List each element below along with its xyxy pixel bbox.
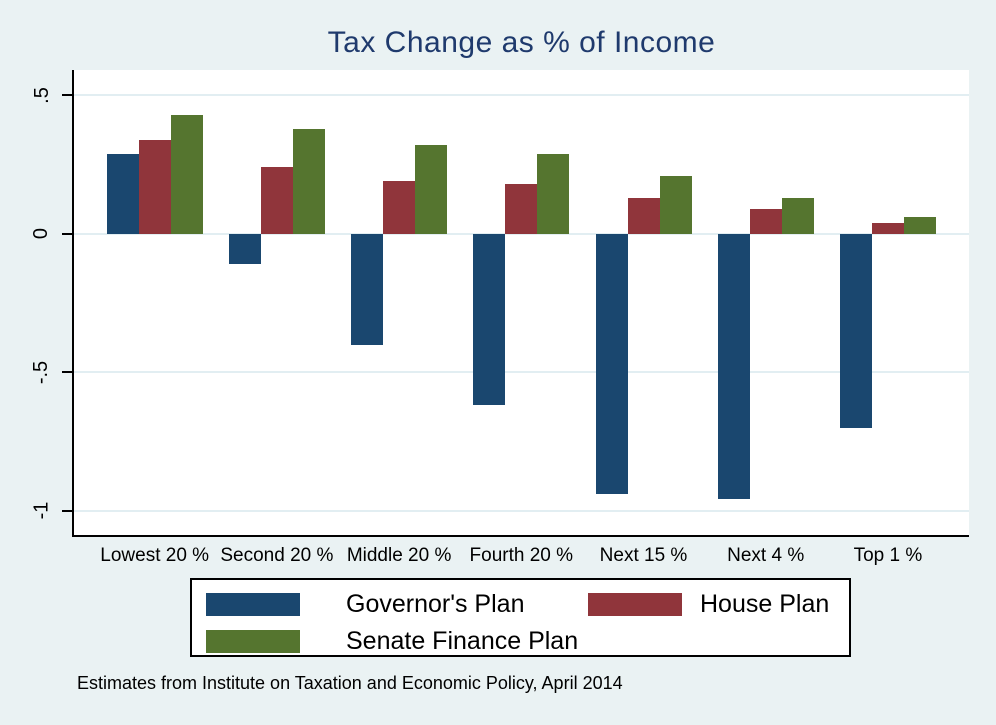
chart-title: Tax Change as % of Income [327, 26, 716, 59]
bar-house-plan-next-15- [627, 197, 660, 234]
gridline-y-.5 [74, 94, 969, 97]
y-tick-label-text: -.5 [30, 360, 53, 384]
bar-house-plan-lowest-20- [138, 139, 171, 234]
bar-house-plan-middle-20- [383, 181, 416, 234]
bar-house-plan-fourth-20- [505, 184, 538, 234]
bar-governor-s-plan-next-15- [595, 233, 628, 494]
legend-swatch-governor-s-plan [206, 593, 300, 616]
y-tick-label: -.5 [24, 340, 60, 404]
bar-senate-finance-plan-second-20- [292, 128, 325, 234]
bar-senate-finance-plan-next-4- [781, 197, 814, 234]
y-axis-line [72, 70, 74, 537]
y-axis-tick [62, 232, 72, 235]
x-category-label: Fourth 20 % [469, 545, 574, 566]
x-category-label: Next 15 % [599, 545, 688, 566]
bar-house-plan-next-4- [749, 208, 782, 234]
y-tick-label-text: 0 [30, 228, 53, 240]
chart-note: Estimates from Institute on Taxation and… [77, 673, 623, 693]
x-axis-line [72, 535, 969, 537]
bar-governor-s-plan-fourth-20- [473, 233, 506, 406]
y-tick-label-text: .5 [30, 87, 53, 104]
x-category-label: Lowest 20 % [100, 545, 210, 566]
y-axis-tick [62, 509, 72, 512]
bar-house-plan-second-20- [260, 167, 293, 234]
y-tick-label-text: -1 [30, 501, 53, 520]
y-tick-label: -1 [24, 479, 60, 543]
bar-house-plan-top-1- [871, 222, 904, 234]
y-tick-label: 0 [24, 202, 60, 266]
bar-governor-s-plan-next-4- [717, 233, 750, 500]
legend: Governor's Plan House Plan Senate Finance … [190, 578, 851, 657]
bar-senate-finance-plan-middle-20- [415, 145, 448, 234]
bar-governor-s-plan-top-1- [839, 233, 872, 428]
gridline-y-0 [74, 232, 969, 235]
legend-label: Senate Finance Plan [346, 627, 579, 655]
gridline-y--1 [74, 509, 969, 512]
bar-senate-finance-plan-top-1- [903, 217, 936, 234]
gridline-y--.5 [74, 371, 969, 374]
bar-governor-s-plan-lowest-20- [106, 153, 139, 234]
legend-swatch-house-plan [588, 593, 682, 616]
bar-senate-finance-plan-next-15- [659, 175, 692, 234]
y-axis-tick [62, 371, 72, 374]
y-tick-label: .5 [24, 63, 60, 127]
bar-senate-finance-plan-lowest-20- [170, 114, 203, 234]
x-category-label: Top 1 % [853, 545, 923, 566]
bar-governor-s-plan-middle-20- [351, 233, 384, 345]
legend-label: House Plan [700, 590, 830, 618]
x-category-label: Next 4 % [727, 545, 805, 566]
x-category-label: Middle 20 % [346, 545, 452, 566]
legend-label: Governor's Plan [346, 590, 525, 618]
bar-senate-finance-plan-fourth-20- [537, 153, 570, 234]
legend-swatch-senate-finance-plan [206, 630, 300, 653]
plot-area [74, 70, 969, 536]
x-category-label: Second 20 % [220, 545, 334, 566]
y-axis-tick [62, 94, 72, 97]
bar-governor-s-plan-second-20- [228, 233, 261, 265]
